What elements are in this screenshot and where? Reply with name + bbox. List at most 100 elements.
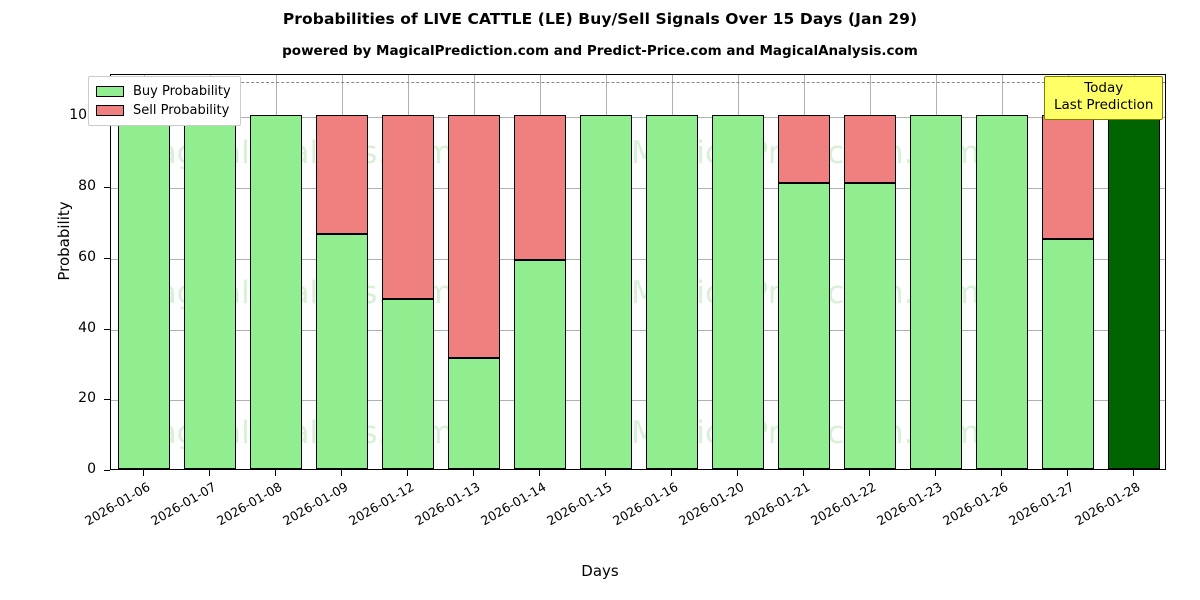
bar-group[interactable] [315,75,369,469]
bar-segment-buy[interactable] [711,115,765,469]
x-tick-mark [1001,470,1002,476]
x-tick-label: 2026-01-08 [214,479,285,529]
x-tick-label: 2026-01-07 [148,479,219,529]
today-annotation-box: Today Last Prediction [1044,76,1164,120]
x-tick-label: 2026-01-23 [874,479,945,529]
bar-segment-buy[interactable] [1041,239,1095,469]
x-tick-label: 2026-01-09 [280,479,351,529]
y-tick-mark [104,257,110,259]
bar-segment-buy[interactable] [579,115,633,469]
x-tick-label: 2026-01-22 [808,479,879,529]
bar-segment-buy[interactable] [645,115,699,469]
x-tick-label: 2026-01-06 [82,479,153,529]
y-axis-label: Probability [55,201,73,281]
bar-segment-buy[interactable] [183,115,237,469]
x-tick-mark [1133,470,1134,476]
bar-segment-sell[interactable] [1041,115,1095,240]
bar-segment-buy[interactable] [447,357,501,469]
bar-segment-buy[interactable] [513,260,567,469]
threshold-dashed-line [111,82,1165,84]
bar-segment-sell[interactable] [447,115,501,358]
y-tick-mark [104,470,110,471]
x-tick-label: 2026-01-26 [940,479,1011,529]
legend-item[interactable]: Sell Probability [96,101,231,120]
today-label-line1: Today [1084,80,1124,96]
legend-item[interactable]: Buy Probability [96,82,231,101]
bar-group[interactable] [843,75,897,469]
x-tick-mark [869,470,870,476]
x-tick-mark [143,470,144,476]
bar-segment-sell[interactable] [381,115,435,300]
bar-segment-today[interactable] [1107,115,1161,469]
x-tick-mark [1067,470,1068,476]
legend-item-label: Buy Probability [133,84,231,99]
x-tick-mark [935,470,936,476]
bar-group[interactable] [711,75,765,469]
bar-segment-buy[interactable] [843,182,897,469]
plot-area: MagicalAnalysis.comMagicalPrediction.com… [110,74,1166,470]
x-tick-label: 2026-01-15 [544,479,615,529]
chart-legend[interactable]: Buy Probability Sell Probability [88,76,241,126]
bar-segment-sell[interactable] [315,115,369,234]
gridline-horizontal [111,329,1165,331]
y-tick-label: 20 [78,390,96,407]
bar-group[interactable] [447,75,501,469]
gridline-horizontal [111,117,1165,119]
bars-layer [111,75,1165,469]
bar-group[interactable] [975,75,1029,469]
x-tick-mark [473,470,474,476]
bar-segment-buy[interactable] [975,115,1029,469]
bar-segment-buy[interactable] [249,115,303,469]
bar-group[interactable] [645,75,699,469]
x-tick-label: 2026-01-20 [676,479,747,529]
bar-group[interactable] [777,75,831,469]
x-tick-mark [605,470,606,476]
legend-swatch-icon [96,86,124,97]
bar-group[interactable] [381,75,435,469]
chart-subtitle: powered by MagicalPrediction.com and Pre… [282,43,918,59]
bar-segment-buy[interactable] [381,299,435,469]
x-tick-mark [275,470,276,476]
bar-segment-sell[interactable] [777,115,831,183]
bar-group[interactable] [183,75,237,469]
bar-segment-sell[interactable] [513,115,567,261]
bar-segment-buy[interactable] [777,182,831,469]
x-tick-label: 2026-01-21 [742,479,813,529]
x-tick-label: 2026-01-28 [1072,479,1143,529]
x-tick-mark [539,470,540,476]
y-tick-mark [104,399,110,401]
x-tick-mark [671,470,672,476]
bar-segment-sell[interactable] [843,115,897,183]
bar-group[interactable] [909,75,963,469]
bar-group[interactable] [513,75,567,469]
x-tick-mark [341,470,342,476]
legend-swatch-icon [96,105,124,116]
bar-group[interactable] [1041,75,1095,469]
x-tick-mark [803,470,804,476]
y-tick-mark [104,187,110,189]
y-tick-label: 40 [78,319,96,336]
bar-group[interactable] [1107,75,1161,469]
x-tick-mark [407,470,408,476]
bar-segment-buy[interactable] [117,115,171,469]
gridline-horizontal [111,400,1165,402]
y-tick-mark [104,328,110,330]
today-label-line2: Last Prediction [1054,97,1154,113]
y-tick-label: 0 [87,461,96,477]
y-tick-label: 60 [78,248,96,265]
gridline-horizontal [111,188,1165,190]
bar-segment-buy[interactable] [315,233,369,469]
x-tick-label: 2026-01-27 [1006,479,1077,529]
bar-segment-buy[interactable] [909,115,963,469]
x-tick-label: 2026-01-16 [610,479,681,529]
x-axis-label: Days [581,562,619,580]
x-tick-mark [737,470,738,476]
x-tick-label: 2026-01-14 [478,479,549,529]
bar-group[interactable] [117,75,171,469]
x-tick-label: 2026-01-13 [412,479,483,529]
y-tick-label: 80 [78,178,96,195]
bar-group[interactable] [579,75,633,469]
page-title: Probabilities of LIVE CATTLE (LE) Buy/Se… [282,10,918,28]
gridline-horizontal [111,258,1165,260]
bar-group[interactable] [249,75,303,469]
